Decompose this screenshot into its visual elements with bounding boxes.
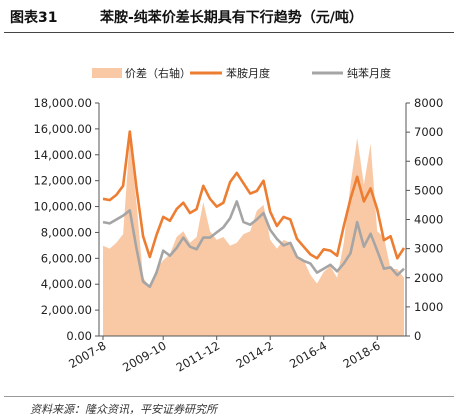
legend-label-aniline: 苯胺月度	[226, 66, 270, 80]
left-axis-tick-label: 14,000.00	[33, 148, 92, 162]
left-axis-tick-label: 12,000.00	[33, 174, 92, 188]
right-axis-tick-label: 5000	[414, 183, 443, 197]
left-axis-tick-label: 10,000.00	[33, 200, 92, 214]
right-axis-tick-label: 6000	[414, 154, 443, 168]
left-axis-tick-label: 4,000.00	[41, 277, 92, 291]
figure-header: 图表31 苯胺-纯苯价差长期具有下行趋势（元/吨）	[4, 0, 454, 33]
plot-area: 0.00 2,000.00 4,000.00 6,000.00 8,000.00 10,0…	[33, 96, 443, 375]
x-axis-tick-label: 2018-6	[340, 338, 382, 370]
right-axis-tick-label: 1000	[414, 300, 443, 314]
right-axis-tick-label: 3000	[414, 242, 443, 256]
aniline-line	[102, 130, 406, 260]
left-axis-tick-label: 2,000.00	[41, 303, 92, 317]
figure-number: 图表31	[10, 10, 58, 26]
legend-label-benzene: 纯苯月度	[347, 66, 391, 80]
right-axis-tick-label: 2000	[414, 271, 443, 285]
left-axis-tick-label: 6,000.00	[41, 251, 92, 265]
right-axis-tick-label: 8000	[414, 96, 443, 110]
x-axis-tick-label: 2007-8	[66, 338, 108, 370]
x-axis-tick-label: 2014-2	[233, 338, 275, 370]
x-axis-tick-label: 2009-10	[120, 338, 169, 374]
left-axis-tick-label: 16,000.00	[33, 122, 92, 136]
legend-label-spread: 价差（右轴）	[125, 66, 191, 80]
source-divider	[4, 396, 454, 397]
right-axis-tick-label: 7000	[414, 125, 443, 139]
legend-swatch-spread	[92, 68, 122, 78]
left-axis-tick-label: 18,000.00	[33, 96, 92, 110]
chart-canvas: 价差（右轴） 苯胺月度 纯苯月度 0.00 2,000.00 4,000.00 6,0…	[33, 66, 443, 375]
spread-area	[103, 137, 404, 336]
right-axis-tick-label: 4000	[414, 213, 443, 227]
benzene-line	[102, 200, 405, 289]
x-axis-tick-label: 2016-4	[287, 338, 329, 370]
x-axis-tick-label: 2011-12	[174, 338, 223, 374]
right-axis-tick-label: 0	[414, 329, 421, 343]
figure-title: 苯胺-纯苯价差长期具有下行趋势（元/吨）	[100, 10, 363, 26]
chart-legend: 价差（右轴） 苯胺月度 纯苯月度	[92, 66, 391, 80]
left-axis-tick-label: 8,000.00	[41, 225, 92, 239]
source-note: 资料来源：隆众资讯，平安证券研究所	[30, 403, 217, 416]
left-axis-tick-label: 0.00	[66, 329, 92, 343]
